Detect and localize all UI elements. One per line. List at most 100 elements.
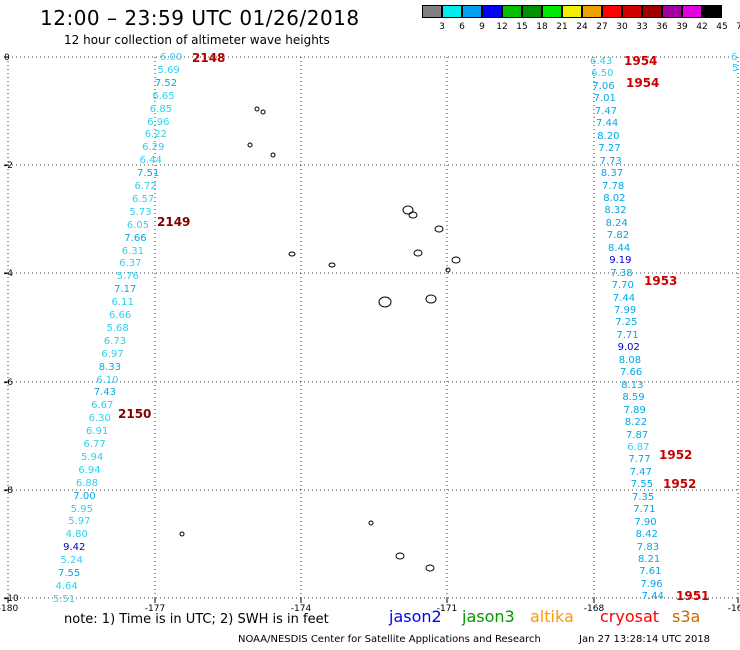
island-outline [425, 294, 437, 304]
wave-height-value: 7.77 [628, 454, 651, 466]
island-outline [451, 256, 461, 264]
footer-note: note: 1) Time is in UTC; 2) SWH is in fe… [64, 612, 329, 627]
island-outline [270, 152, 276, 158]
legend-swatch [482, 5, 502, 18]
wave-height-value: 6.94 [78, 464, 101, 476]
wave-height-value: 8.37 [600, 168, 624, 180]
wave-height-value: 6.57 [131, 193, 155, 205]
wave-height-value: 5.68 [106, 322, 129, 334]
wave-height-value: 8.32 [604, 205, 627, 217]
wave-height-value: 6.00 [160, 52, 183, 63]
wave-height-value: 7.44 [596, 118, 619, 130]
wave-height-value: 7.90 [634, 516, 657, 528]
wave-height-value: 7.35 [632, 491, 655, 503]
wave-height-value: 6.72 [134, 181, 157, 192]
wave-height-value: 7.66 [124, 232, 147, 244]
wave-height-value: 7.17 [114, 284, 137, 296]
wave-height-value: 7.00 [73, 490, 96, 502]
y-tick-label: 0 [4, 53, 10, 63]
pass-time-label: 2149 [157, 215, 191, 229]
legend-label: 3 [439, 22, 445, 32]
legend-label: 21 [556, 22, 568, 32]
legend-label: 39 [676, 22, 688, 32]
generated-timestamp: Jan 27 13:28:14 UTC 2018 [579, 634, 711, 645]
wave-height-value: 7.06 [592, 80, 615, 92]
wave-height-value: 6.05 [126, 219, 150, 231]
wave-height-value: 6.22 [144, 129, 167, 141]
wave-height-value: 6.37 [119, 258, 142, 270]
wave-height-value: 9.42 [63, 542, 86, 554]
wave-height-value: 7.99 [614, 305, 637, 316]
island-outline [445, 267, 451, 273]
legend-swatch [622, 5, 642, 18]
pass-time-label: 1952 [663, 477, 697, 491]
wave-height-value: 7.66 [620, 367, 643, 379]
wave-height-value: 7.43 [93, 387, 116, 399]
wave-height-value: 6.73 [103, 335, 127, 347]
wave-height-value: 4.80 [65, 529, 88, 541]
wave-height-value: 7.73 [599, 155, 622, 167]
wave-height-value: 5.97 [68, 516, 91, 528]
wave-height-value-clipped: 5 [732, 63, 739, 74]
x-tick-label: -171 [437, 604, 457, 614]
y-tick-label: -8 [4, 486, 13, 496]
wave-height-value: 8.24 [605, 217, 628, 229]
wave-height-value: 7.52 [154, 77, 178, 89]
island-outline [413, 249, 423, 257]
wave-height-value: 7.51 [137, 168, 160, 180]
wave-height-value: 7.47 [594, 105, 618, 117]
wave-height-value: 7.82 [606, 230, 630, 242]
y-tick-label: -4 [4, 269, 13, 279]
wave-height-value: 4.64 [55, 580, 78, 592]
wave-height-value: 5.24 [60, 555, 83, 567]
wave-height-value: 6.11 [111, 297, 134, 309]
page-title: 12:00 – 23:59 UTC 01/26/2018 [40, 6, 360, 30]
wave-height-value: 7.87 [626, 429, 649, 441]
legend-label: 36 [656, 22, 668, 32]
wave-height-value: 6.50 [591, 68, 614, 80]
wave-height-value: 6.91 [86, 426, 109, 438]
legend-label: 42 [696, 22, 708, 32]
credit-line: NOAA/NESDIS Center for Satellite Applica… [238, 634, 541, 645]
island-outline [368, 520, 374, 526]
legend-swatch [682, 5, 702, 18]
wave-height-value: 8.33 [98, 361, 122, 373]
wave-height-value: 8.44 [608, 242, 631, 254]
x-tick-label: -174 [291, 604, 312, 614]
legend-jason3: jason3 [462, 607, 515, 626]
pass-time-label: 1952 [659, 448, 693, 462]
wave-height-value: 7.44 [641, 591, 664, 603]
wave-height-value: 8.20 [597, 130, 620, 142]
wave-height-value: 8.42 [635, 529, 658, 541]
legend-swatch [542, 5, 562, 18]
wave-height-value: 6.66 [109, 310, 132, 321]
wave-height-value: 7.55 [630, 479, 654, 491]
wave-height-value: 6.85 [149, 103, 173, 115]
y-tick-label: -6 [4, 378, 13, 388]
island-outline [288, 251, 296, 257]
island-outline [254, 106, 260, 112]
wave-height-value: 6.43 [590, 56, 613, 67]
legend-swatch [642, 5, 662, 18]
legend-jason2: jason2 [389, 607, 442, 626]
wave-height-value: 5.94 [80, 451, 104, 463]
legend-label: 70 [736, 22, 740, 32]
wave-height-value: 7.70 [611, 280, 634, 292]
legend-label: 6 [459, 22, 465, 32]
island-outline [247, 142, 253, 148]
wave-height-value: 5.69 [157, 64, 180, 76]
wave-height-value: 6.96 [147, 116, 170, 128]
x-tick-label: -165 [728, 604, 740, 614]
island-outline [408, 211, 418, 219]
wave-height-value: 7.83 [636, 541, 660, 553]
wave-height-value: 5.76 [116, 271, 139, 283]
wave-height-value: 5.95 [70, 503, 94, 515]
island-outline [260, 109, 266, 115]
wave-height-value: 6.67 [91, 400, 114, 412]
wave-height-value: 8.22 [624, 417, 648, 429]
legend-swatch [502, 5, 522, 18]
wave-height-value-clipped: 6 [731, 52, 738, 63]
legend-swatch [462, 5, 482, 18]
page-subtitle: 12 hour collection of altimeter wave hei… [64, 33, 330, 47]
